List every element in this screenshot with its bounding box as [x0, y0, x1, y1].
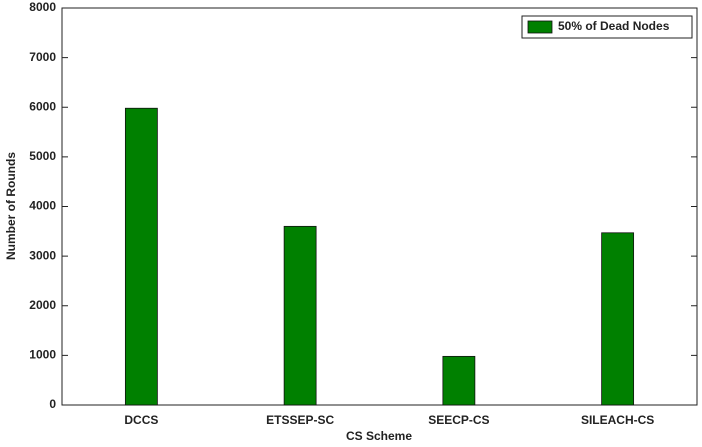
y-tick-label: 8000 — [29, 0, 56, 14]
y-tick-label: 7000 — [29, 50, 56, 64]
bar — [442, 355, 476, 406]
y-tick-label: 1000 — [29, 348, 56, 362]
x-axis-label: CS Scheme — [346, 429, 412, 443]
y-tick-label: 3000 — [29, 248, 56, 262]
y-tick-label: 2000 — [29, 298, 56, 312]
bar — [601, 232, 635, 406]
y-tick-label: 0 — [49, 397, 56, 411]
x-tick-label: DCCS — [124, 413, 158, 427]
legend-swatch — [527, 20, 553, 34]
x-tick-label: SEECP-CS — [428, 413, 489, 427]
y-tick-label: 5000 — [29, 149, 56, 163]
y-tick-label: 4000 — [29, 199, 56, 213]
legend-label: 50% of Dead Nodes — [558, 19, 670, 33]
y-axis-label: Number of Rounds — [4, 152, 18, 260]
x-tick-label: ETSSEP-SC — [266, 413, 334, 427]
x-tick-label: SILEACH-CS — [581, 413, 654, 427]
y-tick-label: 6000 — [29, 99, 56, 113]
legend-box — [521, 15, 693, 39]
bar — [124, 107, 158, 406]
bar — [283, 225, 317, 406]
